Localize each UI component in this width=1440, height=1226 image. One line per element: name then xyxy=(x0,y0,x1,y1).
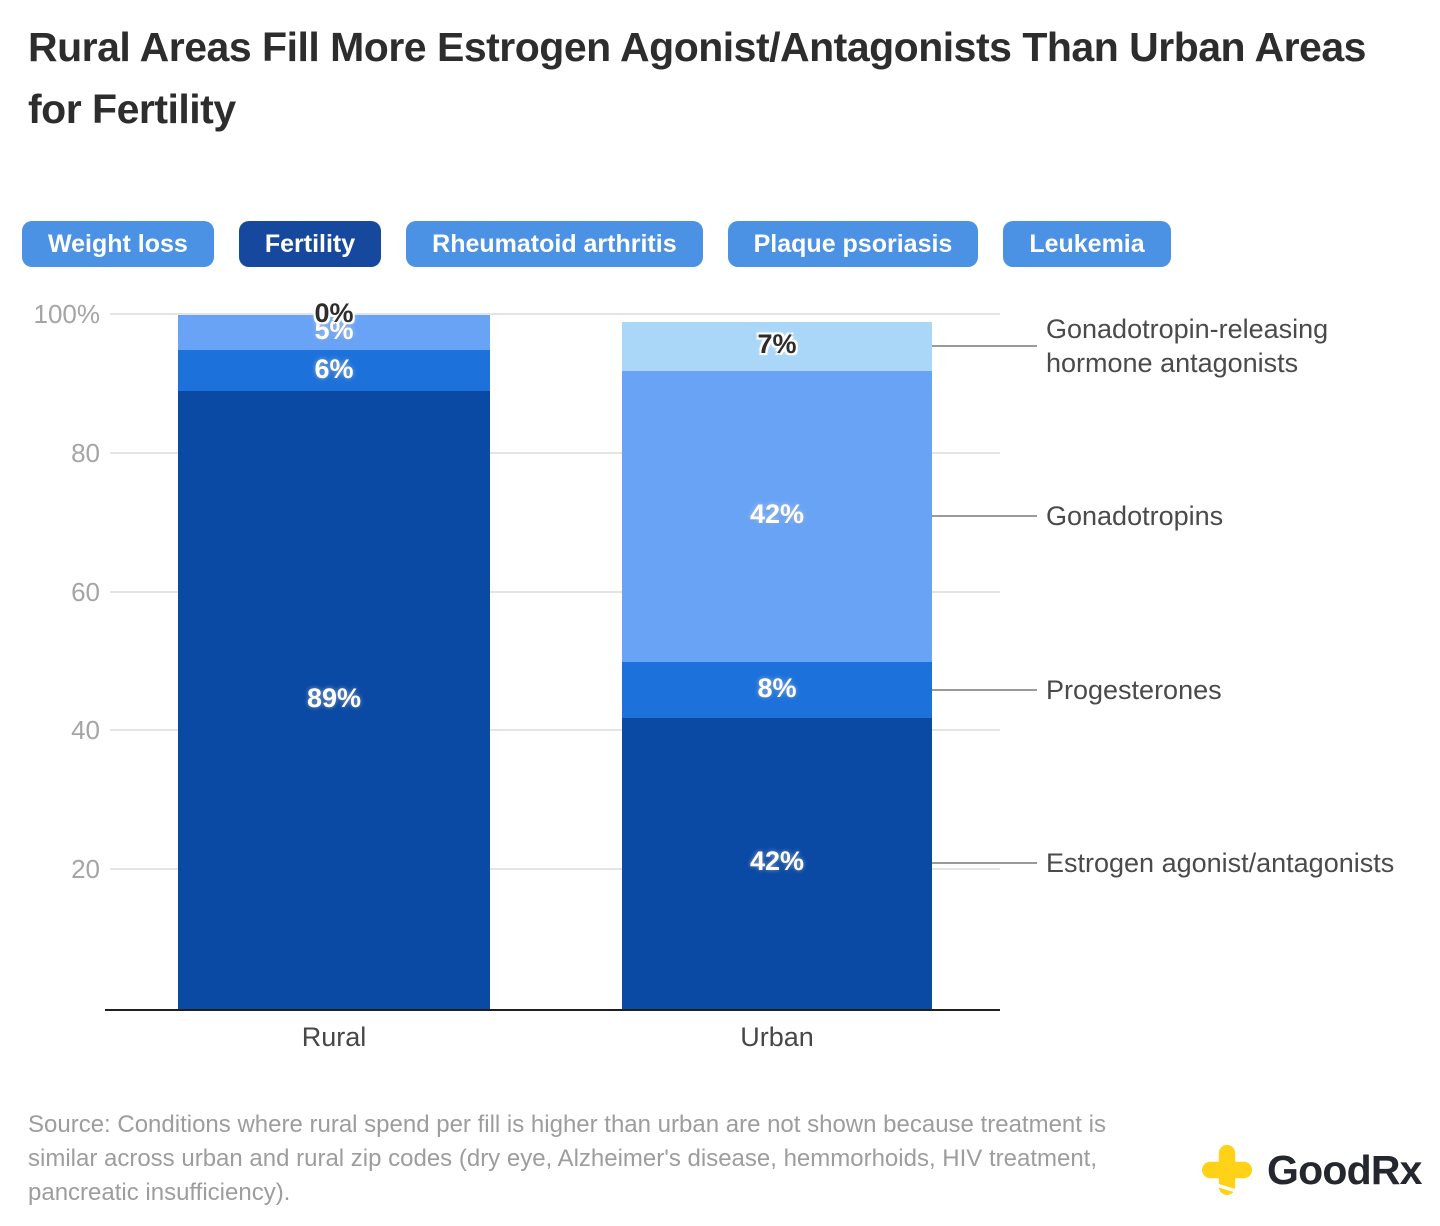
bar-segment-urban-gonadotropin-releasing-hormone-antagonists[interactable] xyxy=(622,321,932,371)
x-axis-line xyxy=(105,1009,1000,1011)
gridline xyxy=(110,729,1000,732)
condition-tabs: Weight loss Fertility Rheumatoid arthritis… xyxy=(22,221,1171,267)
tab-fertility[interactable]: Fertility xyxy=(238,221,382,267)
wordmark-good: Good xyxy=(1267,1146,1372,1193)
bar-segment-urban-progesterones[interactable] xyxy=(622,662,932,718)
y-axis-tick-label: 80 xyxy=(71,437,100,468)
bar-segment-rural-gonadotropins[interactable] xyxy=(178,315,490,350)
x-axis-label-urban: Urban xyxy=(740,1022,814,1052)
annotation-leader-line xyxy=(932,345,1037,348)
annotation-leader-line xyxy=(932,688,1037,691)
goodrx-cross-icon xyxy=(1201,1144,1253,1196)
x-axis-label-rural: Rural xyxy=(301,1022,367,1052)
y-axis-tick-label: 40 xyxy=(71,715,100,746)
wordmark-rx: Rx xyxy=(1370,1146,1423,1193)
gridline xyxy=(110,313,1000,315)
tab-weight-loss[interactable]: Weight loss xyxy=(22,221,214,267)
y-axis-tick-label: 20 xyxy=(71,854,100,885)
tab-leukemia[interactable]: Leukemia xyxy=(1003,221,1171,267)
page-title: Rural Areas Fill More Estrogen Agonist/A… xyxy=(28,24,1366,132)
goodrx-wordmark: GoodRx xyxy=(1267,1147,1422,1194)
bar-segment-urban-gonadotropins[interactable] xyxy=(622,370,932,662)
tab-plaque-psoriasis[interactable]: Plaque psoriasis xyxy=(727,221,979,267)
bar-segment-urban-estrogen-agonist-antagonists[interactable] xyxy=(622,717,932,1009)
series-label-gonadotropin-releasing-hormone-antagonists: Gonadotropin-releasing hormone antagonis… xyxy=(1046,314,1329,379)
gridline xyxy=(110,868,1000,871)
bar-segment-rural-progesterones[interactable] xyxy=(178,349,490,392)
series-label-progesterones: Progesterones xyxy=(1046,674,1222,705)
y-axis-tick-label: 100% xyxy=(33,299,101,329)
goodrx-logo: GoodRx xyxy=(1200,1140,1422,1200)
bar-segment-rural-estrogen-agonist-antagonists[interactable] xyxy=(178,391,490,1009)
y-axis-tick-label: 60 xyxy=(71,576,100,607)
gridline xyxy=(110,451,1000,454)
source-note: Source: Conditions where rural spend per… xyxy=(28,1111,1106,1206)
annotation-leader-line xyxy=(932,515,1037,518)
tab-rheumatoid-arthritis[interactable]: Rheumatoid arthritis xyxy=(406,221,703,267)
series-label-gonadotropins: Gonadotropins xyxy=(1046,501,1224,532)
annotation-leader-line xyxy=(932,862,1037,865)
series-label-estrogen-agonist-antagonists: Estrogen agonist/antagonists xyxy=(1046,848,1395,879)
gridline xyxy=(110,590,1000,593)
